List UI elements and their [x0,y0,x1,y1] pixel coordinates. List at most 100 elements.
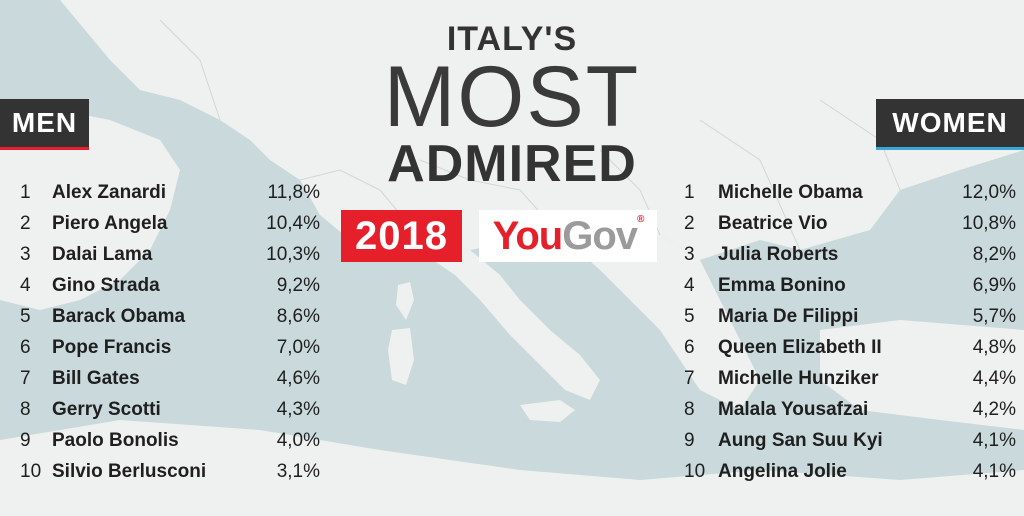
person-name: Julia Roberts [718,244,839,265]
list-item: 4 Emma Bonino 6,9% [668,270,1024,301]
rank-number: 3 [684,244,695,265]
rank-number: 3 [20,244,31,265]
iberia-land [0,110,180,310]
rank-number: 6 [684,337,695,358]
list-item: 10 Silvio Berlusconi 3,1% [0,456,360,487]
person-name: Alex Zanardi [52,182,167,203]
list-item: 2 Beatrice Vio 10,8% [668,208,1024,239]
percentage: 10,3% [266,244,320,265]
rank-number: 5 [684,306,695,327]
list-item: 8 Gerry Scotti 4,3% [0,394,360,425]
rank-number: 7 [684,368,695,389]
rank-number: 4 [20,275,31,296]
list-item: 7 Michelle Hunziker 4,4% [668,363,1024,394]
list-item: 9 Aung San Suu Kyi 4,1% [668,425,1024,456]
person-name: Maria De Filippi [718,306,859,327]
rank-number: 6 [20,337,31,358]
list-item: 3 Julia Roberts 8,2% [668,239,1024,270]
rank-number: 8 [20,399,31,420]
person-name: Gino Strada [52,275,160,296]
percentage: 10,8% [962,213,1016,234]
person-name: Malala Yousafzai [718,399,869,420]
percentage: 12,0% [962,182,1016,203]
list-item: 7 Bill Gates 4,6% [0,363,360,394]
percentage: 4,0% [276,430,320,451]
list-item: 10 Angelina Jolie 4,1% [668,456,1024,487]
person-name: Angelina Jolie [718,461,847,482]
list-item: 3 Dalai Lama 10,3% [0,239,360,270]
rank-number: 2 [20,213,31,234]
percentage: 10,4% [266,213,320,234]
percentage: 8,2% [972,244,1016,265]
list-item: 6 Pope Francis 7,0% [0,332,360,363]
person-name: Dalai Lama [52,244,153,265]
list-item: 8 Malala Yousafzai 4,2% [668,394,1024,425]
person-name: Beatrice Vio [718,213,828,234]
person-name: Bill Gates [52,368,140,389]
women-heading: WOMEN [876,99,1024,150]
north-europe-land [60,0,1024,260]
person-name: Michelle Hunziker [718,368,879,389]
rank-number: 1 [20,182,31,203]
person-name: Michelle Obama [718,182,863,203]
yougov-logo: YouGov® [479,210,657,262]
rank-number: 7 [20,368,31,389]
percentage: 4,1% [972,430,1016,451]
africa-land [0,420,1024,516]
percentage: 4,6% [276,368,320,389]
sicily-land [520,400,575,422]
list-item: 1 Michelle Obama 12,0% [668,177,1024,208]
title-line-3: ADMIRED [387,135,637,193]
person-name: Paolo Bonolis [52,430,179,451]
rank-number: 9 [20,430,31,451]
sardinia-land [388,328,414,385]
rank-number: 1 [684,182,695,203]
percentage: 5,7% [972,306,1016,327]
logo-text-gov: Gov [562,214,638,258]
percentage: 3,1% [276,461,320,482]
person-name: Piero Angela [52,213,168,234]
list-item: 5 Maria De Filippi 5,7% [668,301,1024,332]
percentage: 4,2% [972,399,1016,420]
title-line-2: MOST [383,49,641,145]
percentage: 11,8% [267,182,320,203]
women-ranking-list: 1 Michelle Obama 12,0% 2 Beatrice Vio 10,8% … [668,177,1024,487]
rank-number: 5 [20,306,31,327]
percentage: 9,2% [276,275,320,296]
person-name: Gerry Scotti [52,399,161,420]
men-heading: MEN [0,99,89,150]
list-item: 6 Queen Elizabeth II 4,8% [668,332,1024,363]
rank-number: 10 [20,461,42,482]
corsica-land [396,282,414,320]
percentage: 4,3% [276,399,320,420]
list-item: 1 Alex Zanardi 11,8% [0,177,360,208]
balkans-land [560,230,760,410]
percentage: 4,8% [972,337,1016,358]
person-name: Emma Bonino [718,275,846,296]
logo-text-you: You [492,214,564,258]
percentage: 4,4% [972,368,1016,389]
list-item: 4 Gino Strada 9,2% [0,270,360,301]
percentage: 4,1% [972,461,1016,482]
rank-number: 10 [684,461,706,482]
person-name: Queen Elizabeth II [718,337,882,358]
rank-number: 8 [684,399,695,420]
title-line-1: ITALY'S [446,20,578,58]
list-item: 9 Paolo Bonolis 4,0% [0,425,360,456]
rank-number: 2 [684,213,695,234]
percentage: 7,0% [276,337,320,358]
rank-number: 9 [684,430,695,451]
person-name: Pope Francis [52,337,172,358]
percentage: 8,6% [276,306,320,327]
list-item: 5 Barack Obama 8,6% [0,301,360,332]
person-name: Silvio Berlusconi [52,461,207,482]
rank-number: 4 [684,275,695,296]
anatolia-land [820,320,1024,430]
logo-registered-mark: ® [637,214,644,225]
italy-land [420,238,600,400]
person-name: Barack Obama [52,306,186,327]
list-item: 2 Piero Angela 10,4% [0,208,360,239]
